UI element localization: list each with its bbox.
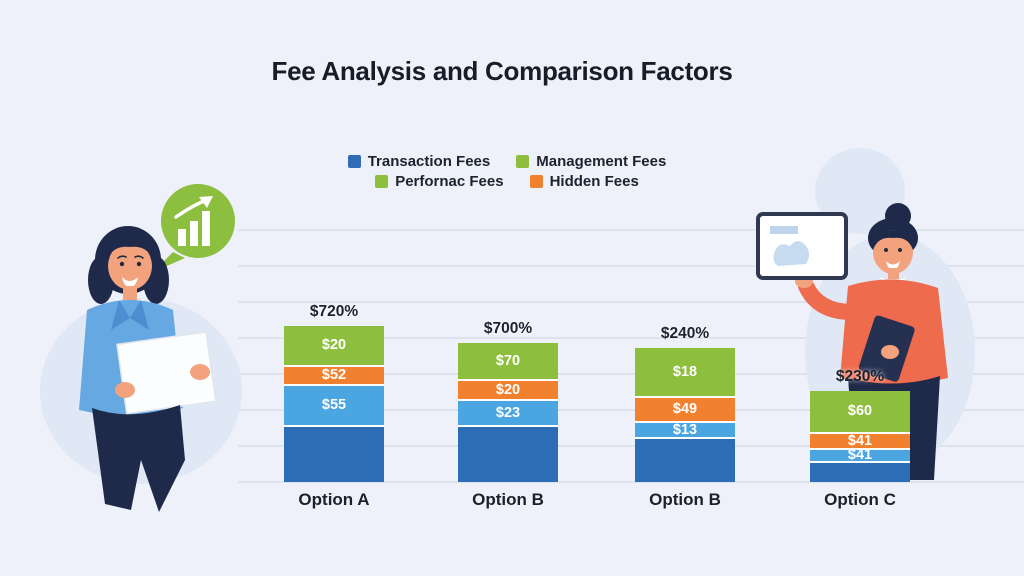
bar-segment: [284, 427, 384, 482]
bar-segment: $41: [810, 447, 910, 464]
legend-item: Hidden Fees: [529, 173, 639, 190]
legend-row: Perfornac Fees Hidden Fees: [375, 173, 639, 190]
legend-swatch: [516, 155, 530, 168]
grid-line: [238, 481, 1024, 483]
bar-segment-label: $13: [672, 421, 698, 438]
grid-line: [238, 337, 1024, 339]
legend-swatch: [529, 175, 543, 188]
grid-line: [238, 373, 1024, 375]
bar-segment-label: $20: [321, 337, 347, 354]
bar-segment: $41: [810, 434, 910, 448]
bar-total-label: $720%: [309, 303, 359, 320]
bar-segment-label: $49: [672, 401, 698, 418]
bar-column: $70 $20 $23: [458, 343, 558, 482]
bar-column: $18 $49 $13: [635, 348, 735, 482]
legend-label: Transaction Fees: [367, 153, 491, 170]
bar-segment: $20: [458, 381, 558, 399]
growth-speech-bubble: [153, 184, 235, 272]
bar-total-label: $230%: [835, 368, 885, 385]
legend-row: Transaction Fees Management Fees: [347, 153, 666, 170]
bar-segment: [458, 427, 558, 482]
legend-item: Perfornac Fees: [375, 173, 504, 190]
bar-segment-label: $60: [847, 403, 873, 420]
legend-item: Transaction Fees: [347, 153, 491, 170]
bar-total-label: $240%: [660, 325, 710, 342]
bar-segment-label: $41: [847, 432, 873, 449]
bar-category-label: Option B: [472, 490, 544, 509]
legend-label: Hidden Fees: [549, 173, 639, 190]
bar-column: $20 $52 $55: [284, 326, 384, 482]
bar-segment-label: $52: [321, 367, 347, 384]
legend-item: Management Fees: [516, 153, 666, 170]
bar-segment-label: $41: [847, 447, 873, 464]
bar-segment-label: $18: [672, 363, 698, 380]
bar-segment: $60: [810, 391, 910, 432]
grid-line: [238, 409, 1024, 411]
bar-segment: [810, 463, 910, 482]
bar-segment: $49: [635, 398, 735, 421]
grid-line: [238, 229, 1024, 231]
legend-swatch: [347, 155, 361, 168]
bar-chart-icon: [178, 211, 210, 246]
bar-segment: $20: [284, 326, 384, 365]
bar-segment: [635, 439, 735, 482]
clipboard-paper: [116, 331, 217, 415]
legend-swatch: [375, 175, 389, 188]
woman-with-clipboard: [79, 226, 217, 512]
left-person-illustration: [40, 184, 242, 512]
bar-segment-label: $70: [495, 352, 521, 369]
bar-segment: $55: [284, 386, 384, 425]
bar-category-label: Option B: [649, 490, 721, 509]
bar-total-label: $700%: [483, 320, 533, 337]
bar-segment-label: $20: [495, 381, 521, 398]
bar-segment: $70: [458, 343, 558, 379]
grid-line: [238, 445, 1024, 447]
bar-category-label: Option A: [298, 490, 370, 509]
legend-label: Management Fees: [536, 153, 667, 170]
bar-category-label: Option C: [824, 490, 896, 509]
legend-label: Perfornac Fees: [395, 173, 504, 190]
page-title: Fee Analysis and Comparison Factors: [271, 56, 733, 86]
bar-segment: $23: [458, 401, 558, 425]
bar-segment-label: $23: [495, 404, 521, 421]
up-arrow-icon: [174, 196, 213, 219]
tablet-screen: [756, 212, 848, 280]
bar-column: $60 $41 $41: [810, 391, 910, 482]
grid-line: [238, 301, 1024, 303]
bar-segment: $52: [284, 367, 384, 384]
bar-segment: $18: [635, 348, 735, 396]
bar-segment-label: $55: [321, 397, 347, 414]
chart-legend: Transaction Fees Management Fees Perfornac…: [0, 153, 1014, 190]
bar-segment: $13: [635, 423, 735, 437]
grid-line: [238, 265, 1024, 267]
